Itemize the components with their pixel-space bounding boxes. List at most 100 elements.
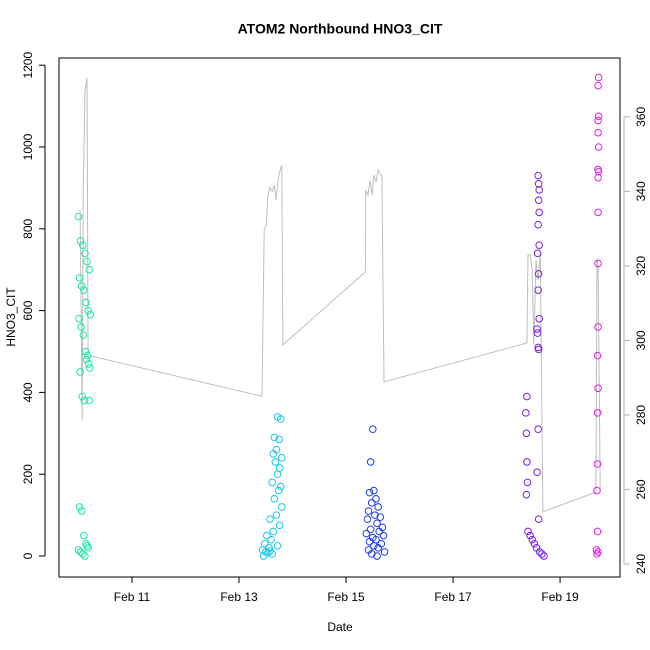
- point: [275, 464, 284, 472]
- point: [74, 546, 83, 554]
- point: [84, 359, 93, 368]
- point: [86, 310, 95, 319]
- y-tick-label: 1200: [21, 52, 35, 79]
- point: [522, 409, 530, 417]
- point: [77, 507, 86, 515]
- point: [78, 392, 87, 401]
- point: [534, 180, 543, 188]
- point: [374, 503, 382, 511]
- point: [259, 552, 268, 560]
- point: [593, 527, 602, 536]
- x-tick-label: Feb 11: [114, 590, 151, 604]
- point: [594, 116, 602, 125]
- y-tick-label: 400: [21, 382, 35, 402]
- chart-title: ATOM2 Northbound HNO3_CIT: [238, 21, 443, 37]
- point: [370, 541, 378, 550]
- point: [75, 503, 84, 511]
- point: [534, 515, 543, 524]
- point: [593, 351, 602, 360]
- point: [538, 550, 546, 558]
- point: [362, 529, 371, 538]
- point: [77, 323, 85, 331]
- point: [365, 488, 374, 497]
- point: [79, 331, 88, 339]
- point: [534, 220, 542, 229]
- y2-tick-label: 260: [634, 479, 648, 499]
- point: [76, 548, 85, 556]
- point: [533, 329, 542, 337]
- point: [75, 314, 83, 323]
- plot-box: [58, 57, 621, 578]
- point: [81, 552, 89, 560]
- point: [376, 513, 385, 521]
- point: [534, 345, 543, 354]
- point: [76, 237, 85, 245]
- point: [522, 490, 531, 499]
- point: [273, 470, 282, 479]
- point: [276, 482, 285, 491]
- point: [82, 298, 90, 307]
- point: [367, 499, 376, 507]
- point: [372, 494, 380, 503]
- point: [74, 212, 83, 221]
- point: [85, 265, 93, 274]
- y-tick-label: 200: [21, 464, 35, 484]
- point: [592, 546, 601, 554]
- point: [524, 527, 532, 536]
- point: [526, 531, 534, 540]
- y-axis-label: HNO3_CIT: [4, 287, 18, 347]
- point: [594, 81, 602, 90]
- point: [533, 325, 541, 333]
- point: [276, 415, 285, 423]
- point: [523, 458, 531, 466]
- point: [594, 128, 602, 137]
- point: [594, 73, 603, 82]
- point: [594, 173, 602, 182]
- y2-tick-label: 280: [634, 405, 648, 425]
- point: [530, 539, 539, 548]
- point: [267, 535, 275, 544]
- point: [75, 274, 84, 282]
- point: [373, 519, 381, 528]
- point: [535, 241, 543, 249]
- point: [278, 503, 286, 511]
- point: [540, 552, 548, 560]
- point: [593, 550, 601, 558]
- point: [76, 368, 84, 376]
- point: [266, 547, 274, 555]
- y-tick-label: 0: [21, 552, 35, 559]
- x-tick-label: Feb 17: [434, 590, 472, 604]
- point: [535, 548, 544, 556]
- point: [368, 425, 377, 434]
- x-tick-label: Feb 15: [327, 590, 365, 604]
- point: [366, 458, 375, 466]
- y2-tick-label: 300: [634, 330, 648, 350]
- point: [278, 454, 286, 462]
- point: [528, 535, 537, 544]
- point: [80, 531, 88, 540]
- point: [269, 449, 278, 458]
- point: [270, 494, 279, 503]
- point: [594, 112, 603, 121]
- point: [366, 525, 375, 534]
- point: [373, 552, 381, 560]
- point: [593, 460, 602, 468]
- point: [535, 186, 543, 194]
- point: [83, 257, 91, 266]
- point: [365, 537, 374, 546]
- point: [266, 515, 274, 524]
- point: [594, 323, 602, 331]
- point: [593, 409, 602, 417]
- point: [522, 429, 531, 438]
- point: [534, 196, 543, 204]
- point: [273, 541, 282, 550]
- point: [534, 171, 542, 180]
- point: [269, 527, 278, 536]
- y-tick-label: 1000: [21, 133, 35, 160]
- y2-tick-label: 340: [634, 181, 648, 201]
- y-tick-label: 800: [21, 218, 35, 238]
- point: [272, 511, 281, 519]
- point: [523, 478, 532, 487]
